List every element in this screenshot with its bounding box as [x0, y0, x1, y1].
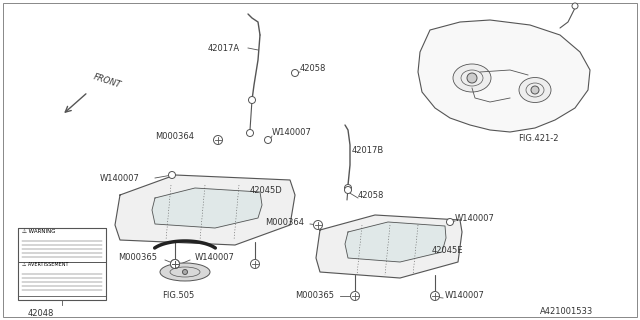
Circle shape [467, 73, 477, 83]
Text: 42045D: 42045D [250, 186, 283, 195]
Text: 42058: 42058 [358, 190, 385, 199]
Circle shape [214, 135, 223, 145]
Text: M000364: M000364 [265, 218, 304, 227]
Circle shape [344, 185, 351, 191]
Text: M000365: M000365 [295, 291, 334, 300]
Polygon shape [152, 188, 262, 228]
Circle shape [431, 292, 440, 300]
Bar [18, 228, 106, 300]
Circle shape [246, 130, 253, 137]
Text: 42048: 42048 [28, 308, 54, 317]
Circle shape [344, 187, 351, 194]
Circle shape [250, 260, 259, 268]
Ellipse shape [519, 77, 551, 102]
Text: 42058: 42058 [300, 63, 326, 73]
Ellipse shape [160, 263, 210, 281]
Text: A421001533: A421001533 [540, 308, 593, 316]
Polygon shape [345, 222, 446, 262]
Circle shape [168, 172, 175, 179]
Text: ⚠ WARNING: ⚠ WARNING [22, 229, 56, 234]
Circle shape [351, 292, 360, 300]
Text: FIG.505: FIG.505 [162, 291, 195, 300]
Circle shape [182, 269, 188, 275]
Bar [18, 228, 106, 262]
Polygon shape [115, 175, 295, 245]
Circle shape [248, 97, 255, 103]
Circle shape [170, 260, 179, 268]
Circle shape [170, 260, 179, 268]
Polygon shape [418, 20, 590, 132]
Text: FIG.421-2: FIG.421-2 [518, 133, 559, 142]
Text: 42017B: 42017B [352, 146, 384, 155]
Text: W140007: W140007 [455, 213, 495, 222]
Circle shape [264, 137, 271, 143]
Text: W140007: W140007 [100, 173, 140, 182]
Circle shape [531, 86, 539, 94]
Circle shape [447, 219, 454, 226]
Text: ⚠ AVERTISSEMENT: ⚠ AVERTISSEMENT [22, 262, 68, 267]
Text: FRONT: FRONT [92, 73, 122, 90]
Circle shape [572, 3, 578, 9]
Bar [18, 262, 106, 296]
Text: W140007: W140007 [195, 253, 235, 262]
Text: M000364: M000364 [155, 132, 194, 140]
Text: M000365: M000365 [118, 253, 157, 262]
Text: 42045E: 42045E [432, 245, 463, 254]
Ellipse shape [453, 64, 491, 92]
Circle shape [291, 69, 298, 76]
Polygon shape [316, 215, 462, 278]
Circle shape [314, 220, 323, 229]
Text: W140007: W140007 [445, 292, 485, 300]
Text: W140007: W140007 [272, 127, 312, 137]
Text: 42017A: 42017A [208, 44, 240, 52]
